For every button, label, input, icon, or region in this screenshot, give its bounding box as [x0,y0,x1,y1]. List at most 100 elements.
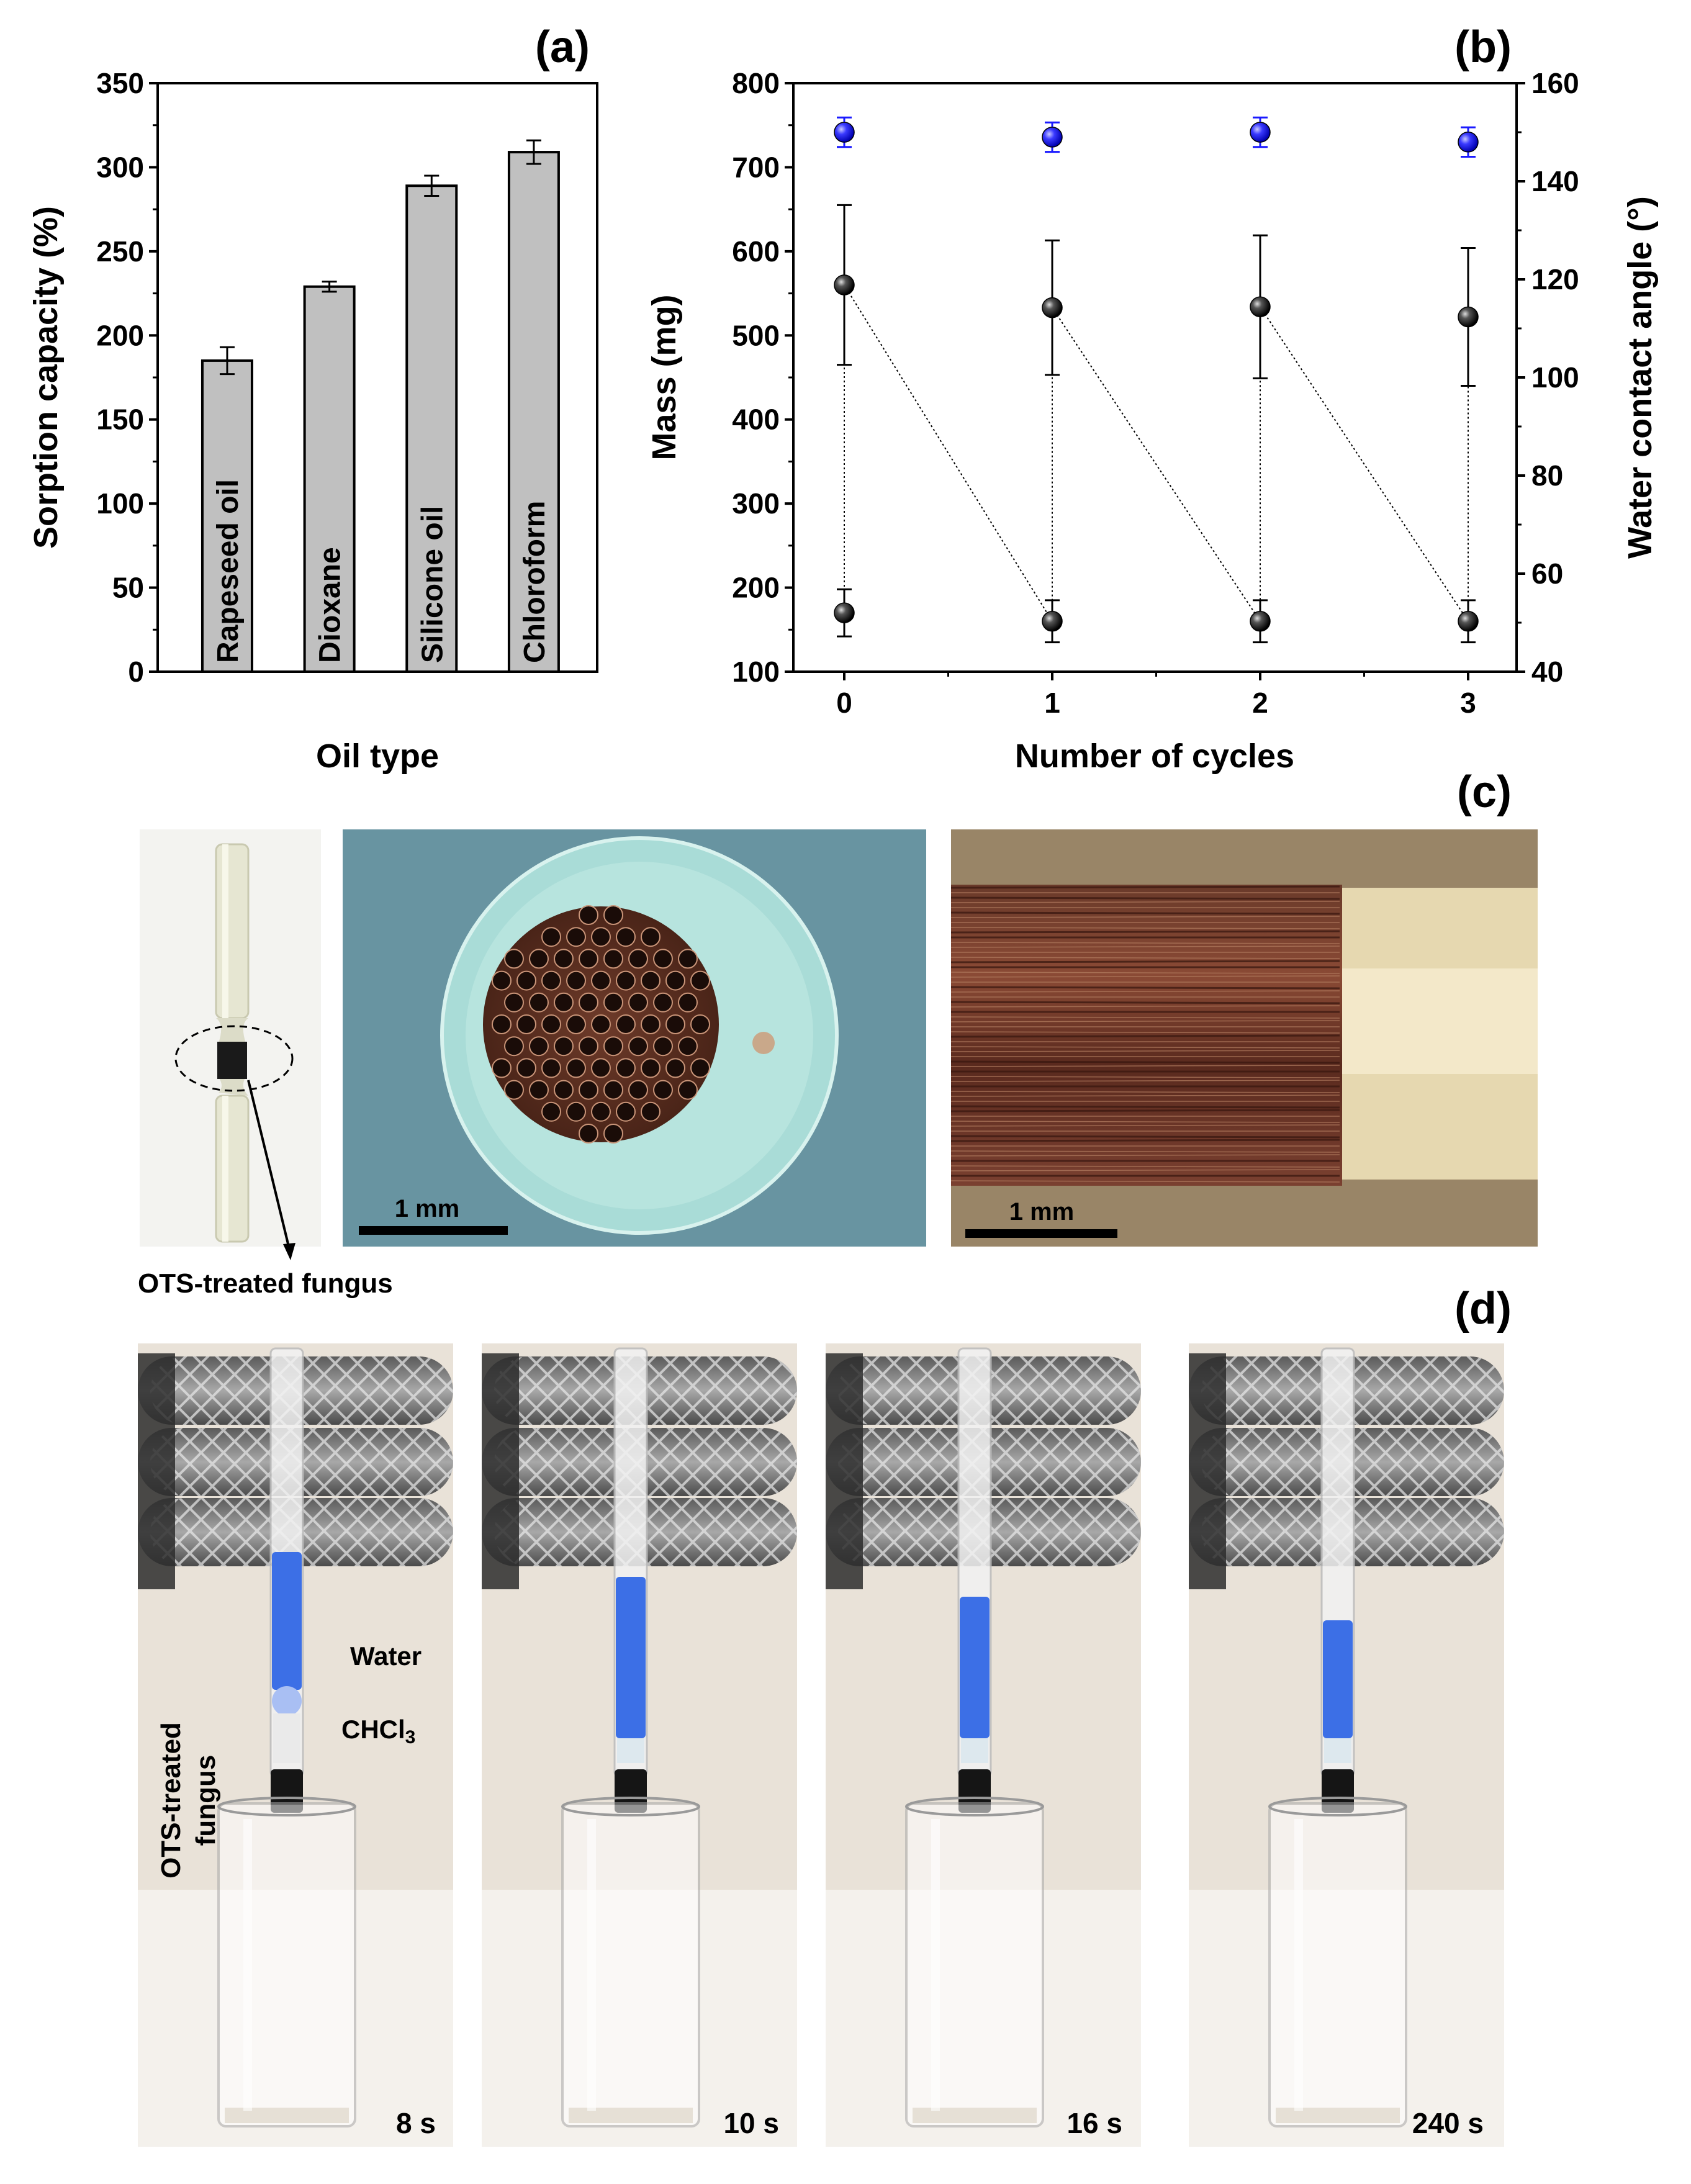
pore [567,928,585,946]
dashed-highlight-ellipse [174,1025,294,1092]
pore [505,993,523,1011]
pore [580,1037,597,1055]
pore [629,1037,647,1055]
d-side-label-1: OTS-treated [156,1722,186,1879]
pore-rim [504,1036,524,1057]
pore [654,1037,672,1055]
pore-rim [690,1014,710,1034]
pore [605,1081,622,1099]
pore-rim [616,970,636,991]
pore [654,1081,672,1099]
pore [518,1016,535,1033]
pore [505,950,523,968]
pore-rim [628,1080,648,1100]
grain-line [950,1094,1340,1097]
pore [692,1016,709,1033]
pore-rim [653,949,673,969]
pore-rim [516,1014,536,1034]
pore-rim [628,949,648,969]
grain-line [950,885,1340,889]
pore-rim [653,1036,673,1057]
pore-rim [591,1014,611,1034]
grain-line [950,1154,1340,1157]
grain-line [950,896,1340,900]
pore [642,972,659,990]
pore-rim [591,1101,611,1122]
grain-line [950,1091,1340,1093]
y-tick-label-a: 300 [96,151,144,183]
data-point [1250,122,1271,143]
pore [505,1037,523,1055]
x-tick-label-b: 1 [1044,687,1060,719]
pore [580,950,597,968]
pore-rim [541,927,561,947]
y-tick-label-a: 50 [112,572,144,604]
data-point [1458,306,1479,328]
pore [605,993,622,1011]
y-tick-label-b-left: 300 [732,487,780,520]
pore-rim [579,1080,598,1100]
pore [493,972,510,990]
pore-rim [603,992,623,1013]
panel-label-b: (b) [1454,22,1512,72]
pore [667,1059,684,1077]
pore-rim [665,1014,685,1034]
y-axis-title-b-right: Water contact angle (°) [1621,196,1659,559]
pore-rim [641,1101,661,1122]
grain-line [950,1034,1340,1038]
pore [617,1016,634,1033]
y-tick-label-a: 250 [96,235,144,268]
pore-rim [566,927,586,947]
y-tick-label-b-right: 80 [1531,459,1563,492]
pore-rim [616,927,636,947]
grain-line [950,942,1340,944]
pore-rim [591,1058,611,1078]
pore [555,993,572,1011]
callout-arrow [247,1080,292,1255]
grain-line [950,1031,1340,1034]
y-tick-label-b-left: 800 [732,67,780,99]
pore-rim [641,970,661,991]
pore-rim [690,970,710,991]
pore-rim [529,992,549,1013]
pore [493,1059,510,1077]
pore [530,993,548,1011]
grain-line [950,960,1340,963]
pore [629,1081,647,1099]
grain-line [950,990,1340,993]
pore [555,1081,572,1099]
pore [567,972,585,990]
grain-line [950,1046,1340,1049]
pore-rim [541,1101,561,1122]
pore [555,1037,572,1055]
pore-rim [628,1036,648,1057]
pore [567,1059,585,1077]
pore-rim [603,1124,623,1144]
c-scalebar-label-2: 1 mm [1009,1198,1075,1225]
pore [654,950,672,968]
pore-rim [504,1080,524,1100]
pore [592,928,610,946]
grain-line [950,1169,1340,1171]
grain-line [950,1080,1340,1082]
grain-line [950,1001,1340,1004]
pore-rim [554,1036,574,1057]
y-tick-label-b-left: 700 [732,151,780,183]
pore [605,950,622,968]
bar [507,151,560,673]
pore-rim [579,1036,598,1057]
data-point [834,122,855,143]
pore-rim [641,1014,661,1034]
data-point [1042,127,1063,148]
x-axis-title-b: Number of cycles [1015,738,1294,775]
pore-rim [603,905,623,925]
pore [543,1016,560,1033]
pore-rim [665,970,685,991]
pore [605,1125,622,1142]
pore [580,906,597,924]
pore [555,950,572,968]
grain-line [950,1065,1340,1067]
pore-rim [516,970,536,991]
x-tick-label-b: 0 [836,687,852,719]
y-tick-label-b-right: 40 [1531,656,1563,688]
